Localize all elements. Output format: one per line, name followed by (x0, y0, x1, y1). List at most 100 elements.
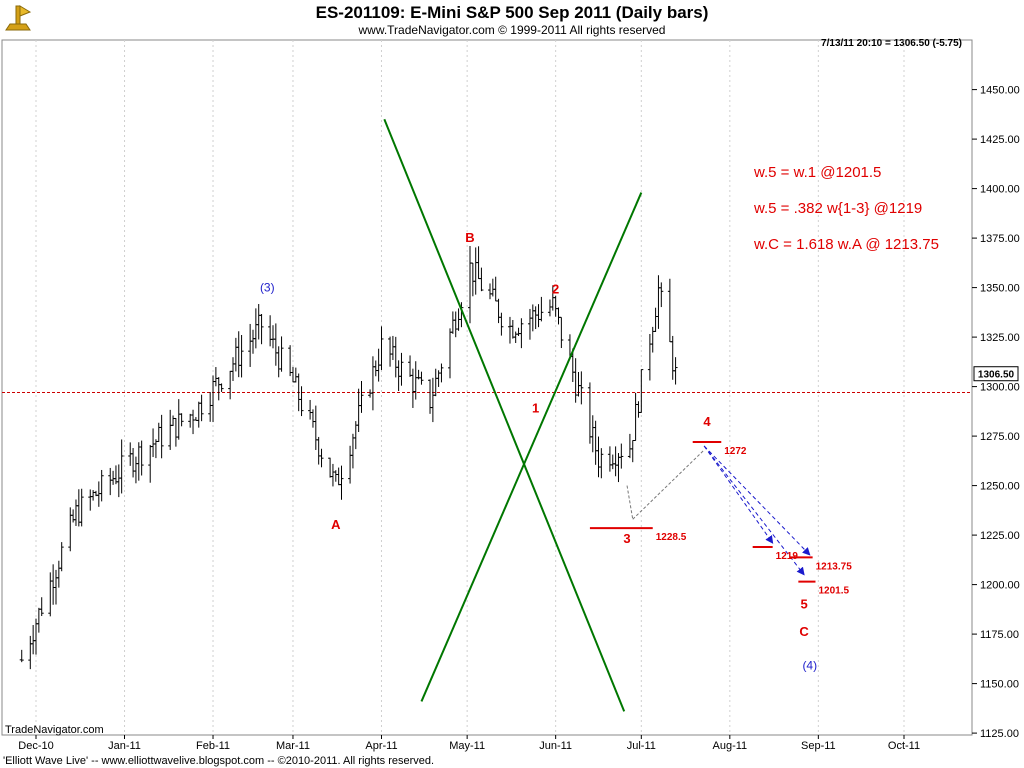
projection-segment (632, 449, 705, 520)
y-tick-label: 1350.00 (980, 283, 1020, 295)
price-bar (19, 649, 24, 663)
x-tick-label: Sep-11 (801, 740, 836, 752)
y-tick-label: 1200.00 (980, 580, 1020, 592)
grid (35, 40, 905, 735)
price-bar (619, 443, 624, 469)
y-tick-label: 1225.00 (980, 530, 1020, 542)
y-tick-label: 1275.00 (980, 431, 1020, 443)
y-tick-label: 1325.00 (980, 332, 1020, 344)
note-wave5-382: w.5 = .382 w{1-3} @1219 (753, 200, 922, 217)
projection-arrow (703, 445, 811, 556)
price-bar (639, 369, 644, 413)
price-bar (379, 326, 384, 371)
price-bar (199, 394, 204, 422)
wave-label: 5 (800, 596, 807, 611)
price-bar (139, 440, 144, 476)
price-bar (239, 335, 244, 378)
x-tick-label: Aug-11 (713, 740, 748, 752)
tradenavigator-brand: TradeNavigator.com (5, 724, 104, 736)
y-tick-label: 1425.00 (980, 134, 1020, 146)
y-tick-label: 1400.00 (980, 184, 1020, 196)
price-bar (219, 383, 224, 392)
x-tick-label: Jun-11 (539, 740, 572, 752)
price-bar (99, 469, 104, 502)
x-tick-label: May-11 (449, 740, 485, 752)
last-price-marker: 1306.50 (973, 366, 1019, 382)
y-tick-label: 1175.00 (980, 629, 1019, 641)
wave-label: 2 (552, 282, 559, 297)
price-bar (459, 302, 464, 328)
price-bar (499, 312, 504, 336)
y-tick-label: 1150.00 (980, 679, 1019, 691)
projection-segment (626, 485, 634, 520)
x-tick-label: Jul-11 (627, 740, 656, 752)
target-level-label: 1219 (776, 551, 799, 562)
wave-label: B (465, 230, 474, 245)
price-bar (259, 313, 264, 345)
y-tick-label: 1125.00 (980, 728, 1019, 740)
wave-label: 3 (623, 531, 630, 546)
plot-frame (1, 39, 973, 736)
price-bar (519, 318, 524, 349)
wave-labels: (3) A B 1 2 3 4 5 C (4) (260, 230, 817, 673)
x-tick-label: Feb-11 (196, 740, 230, 752)
price-bar (39, 597, 44, 617)
y-axis: 1125.00 1150.00 1175.00 1200.00 1225.00 1250.… (972, 85, 1020, 740)
price-bar (79, 488, 84, 527)
target-level-label: 1272 (724, 446, 747, 457)
wave-label: A (331, 517, 341, 532)
y-tick-label: 1375.00 (980, 233, 1020, 245)
price-bar (59, 542, 64, 572)
target-level-label: 1201.5 (818, 586, 849, 597)
price-bar (279, 336, 284, 372)
trend-lines (383, 118, 643, 712)
price-bar (159, 414, 164, 459)
x-tick-label: Oct-11 (888, 740, 920, 752)
y-tick-label: 1250.00 (980, 481, 1020, 493)
last-price-label: 1306.50 (978, 370, 1015, 381)
green-trend-line (383, 118, 626, 712)
price-bar (299, 386, 304, 417)
price-bar (559, 316, 564, 349)
y-tick-label: 1450.00 (980, 85, 1020, 97)
price-bar (319, 448, 324, 468)
price-bar (539, 296, 544, 322)
note-waveC-1618: w.C = 1.618 w.A @ 1213.75 (753, 236, 939, 253)
wave-label: (4) (802, 659, 817, 673)
chart-title: ES-201109: E-Mini S&P 500 Sep 2011 (Dail… (316, 3, 709, 22)
green-trend-line (420, 192, 643, 702)
target-levels: 1228.5 1272 1219 1213.75 1201.5 (589, 441, 852, 597)
price-bar (479, 267, 484, 292)
price-bar (359, 380, 364, 413)
projection-arrow (703, 445, 805, 576)
price-bar (599, 448, 604, 479)
price-bar (439, 363, 444, 383)
x-axis: Dec-10 Jan-11 Feb-11 Mar-11 Apr-11 May-11 Jun-… (18, 735, 920, 752)
price-bar (673, 357, 678, 385)
price-bar (659, 282, 664, 308)
projection-arrow (703, 445, 774, 544)
price-bars (19, 245, 678, 670)
wave-label: (3) (260, 281, 275, 295)
x-tick-label: Mar-11 (276, 740, 310, 752)
x-tick-label: Apr-11 (365, 740, 397, 752)
target-level-label: 1228.5 (656, 532, 687, 543)
wave-label: 4 (703, 414, 711, 429)
projection-path (626, 445, 811, 576)
price-bar (399, 352, 404, 386)
x-tick-label: Jan-11 (108, 740, 141, 752)
note-wave5-eq-wave1: w.5 = w.1 @1201.5 (753, 164, 881, 181)
tradenavigator-logo-icon (5, 5, 32, 31)
wave-label: 1 (532, 400, 539, 415)
price-bar (179, 413, 184, 427)
y-tick-label: 1300.00 (980, 382, 1020, 394)
wave-label: C (799, 624, 809, 639)
x-tick-label: Dec-10 (18, 740, 53, 752)
price-readout: 7/13/11 20:10 = 1306.50 (-5.75) (821, 38, 962, 49)
footer-credit: 'Elliott Wave Live' -- www.elliottwaveli… (3, 755, 434, 767)
price-bar (419, 371, 424, 385)
price-bar (339, 465, 344, 500)
copyright-notice: www.TradeNavigator.com © 1999-2011 All r… (358, 23, 666, 37)
